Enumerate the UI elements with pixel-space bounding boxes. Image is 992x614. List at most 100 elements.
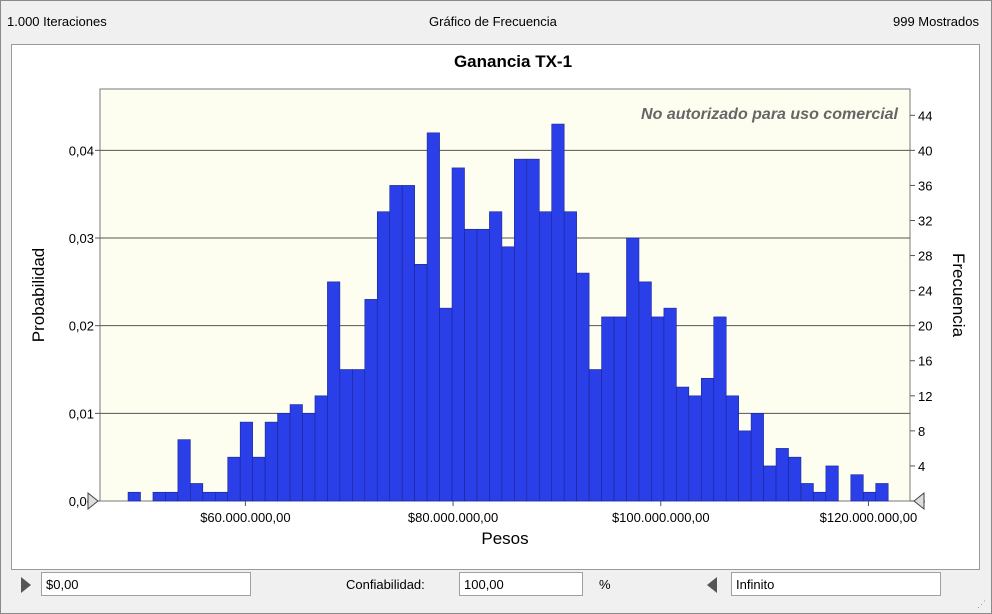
- histogram-bar: [738, 430, 752, 502]
- histogram-bar: [214, 491, 229, 502]
- y-right-tick-label: 24: [918, 284, 932, 299]
- histogram-bar: [813, 491, 827, 502]
- histogram-bar: [376, 211, 391, 502]
- histogram-bar: [775, 448, 789, 502]
- histogram-bar: [364, 299, 378, 502]
- y-right-tick-label: 4: [918, 459, 925, 474]
- y-right-tick-label: 28: [918, 249, 932, 264]
- histogram-bar: [638, 281, 652, 502]
- y-right-tick-label: 32: [918, 213, 932, 228]
- histogram-bar: [165, 491, 179, 502]
- right-grabber-icon[interactable]: [707, 577, 717, 593]
- histogram-bar: [750, 413, 764, 502]
- y-left-tick-label: 0,04: [69, 143, 94, 158]
- y-right-tick-label: 20: [918, 319, 932, 334]
- histogram-bar: [501, 246, 515, 502]
- y-right-tick-label: 12: [918, 389, 932, 404]
- histogram-bar: [526, 158, 540, 502]
- histogram-bar: [152, 491, 166, 502]
- histogram-bar: [825, 465, 839, 502]
- histogram-bar: [277, 413, 291, 502]
- lower-bound-input[interactable]: $0,00: [41, 572, 251, 596]
- histogram-bar: [264, 421, 278, 502]
- histogram-bar: [327, 281, 341, 502]
- histogram-bar: [588, 369, 602, 502]
- shown-count: 999 Mostrados: [893, 14, 979, 29]
- y-right-tick-label: 8: [918, 424, 925, 439]
- histogram-bar: [426, 132, 440, 502]
- y-right-tick-label: 44: [918, 108, 932, 123]
- frequency-histogram: Ganancia TX-1 No autorizado para uso come…: [29, 52, 968, 548]
- histogram-bar: [788, 456, 802, 502]
- resize-grip-icon[interactable]: ⋰: [977, 599, 986, 609]
- histogram-bar: [688, 395, 702, 502]
- histogram-bar: [626, 237, 640, 502]
- x-tick-label: $120.000.000,00: [820, 510, 918, 525]
- histogram-bar: [439, 307, 453, 502]
- histogram-bar: [177, 439, 191, 502]
- histogram-bar: [700, 377, 715, 502]
- x-tick-label: $80.000.000,00: [408, 510, 498, 525]
- x-axis-label: Pesos: [481, 529, 528, 548]
- histogram-bar: [576, 272, 590, 502]
- chart-title: Ganancia TX-1: [454, 52, 572, 71]
- histogram-bar: [563, 211, 577, 502]
- histogram-bar: [862, 491, 877, 502]
- histogram-bar: [202, 491, 216, 502]
- histogram-bar: [302, 413, 316, 502]
- left-grabber-icon[interactable]: [21, 577, 31, 593]
- upper-bound-input[interactable]: Infinito: [731, 572, 941, 596]
- y-left-axis-label: Probabilidad: [29, 248, 48, 343]
- histogram-bar: [601, 316, 615, 502]
- right-axis-grabber-icon: [913, 491, 925, 511]
- histogram-bar: [551, 123, 565, 502]
- histogram-bar: [352, 369, 366, 502]
- histogram-bar: [763, 465, 777, 502]
- y-right-tick-label: 36: [918, 178, 932, 193]
- histogram-bar: [713, 316, 727, 502]
- histogram-bar: [190, 483, 204, 502]
- histogram-bar: [252, 456, 266, 502]
- view-title: Gráfico de Frecuencia: [429, 14, 557, 29]
- histogram-bar: [414, 264, 428, 502]
- watermark-text: No autorizado para uso comercial: [641, 106, 899, 123]
- y-right-tick-label: 40: [918, 143, 932, 158]
- header-bar: 1.000 Iteraciones Gráfico de Frecuencia …: [1, 1, 991, 41]
- histogram-bar: [227, 456, 241, 502]
- histogram-bar: [875, 483, 889, 502]
- histogram-bar: [239, 421, 253, 502]
- histogram-bar: [663, 307, 677, 502]
- chart-panel: Ganancia TX-1 No autorizado para uso come…: [11, 44, 980, 570]
- certainty-input[interactable]: 100,00: [459, 572, 583, 596]
- y-right-tick-label: 16: [918, 354, 932, 369]
- histogram-bar: [314, 395, 328, 502]
- histogram-bar: [127, 491, 141, 502]
- certainty-label: Confiabilidad:: [346, 577, 425, 592]
- y-left-tick-label: 0,01: [69, 406, 94, 421]
- histogram-bar: [850, 474, 864, 502]
- histogram-bar: [676, 386, 690, 502]
- x-tick-label: $100.000.000,00: [612, 510, 710, 525]
- percent-sign: %: [599, 577, 611, 592]
- histogram-bar: [651, 316, 665, 502]
- y-left-tick-label: 0,03: [69, 231, 94, 246]
- certainty-bar: $0,00 Confiabilidad: 100,00 % Infinito ⋰: [1, 569, 991, 613]
- iterations-count: 1.000 Iteraciones: [7, 14, 107, 29]
- histogram-bar: [451, 167, 465, 502]
- histogram-bar: [489, 211, 503, 502]
- histogram-bar: [476, 228, 490, 502]
- histogram-bar: [289, 404, 303, 502]
- histogram-bar: [538, 211, 553, 502]
- histogram-bar: [613, 316, 627, 502]
- y-right-axis-label: Frecuencia: [949, 253, 968, 338]
- histogram-bar: [389, 185, 403, 502]
- histogram-bar: [800, 483, 814, 502]
- x-tick-label: $60.000.000,00: [200, 510, 290, 525]
- left-axis-grabber-icon: [87, 491, 99, 511]
- y-left-tick-label: 0,02: [69, 319, 94, 334]
- histogram-bar: [464, 228, 478, 502]
- histogram-bar: [401, 185, 415, 502]
- histogram-bar: [514, 158, 528, 502]
- histogram-bar: [339, 369, 353, 502]
